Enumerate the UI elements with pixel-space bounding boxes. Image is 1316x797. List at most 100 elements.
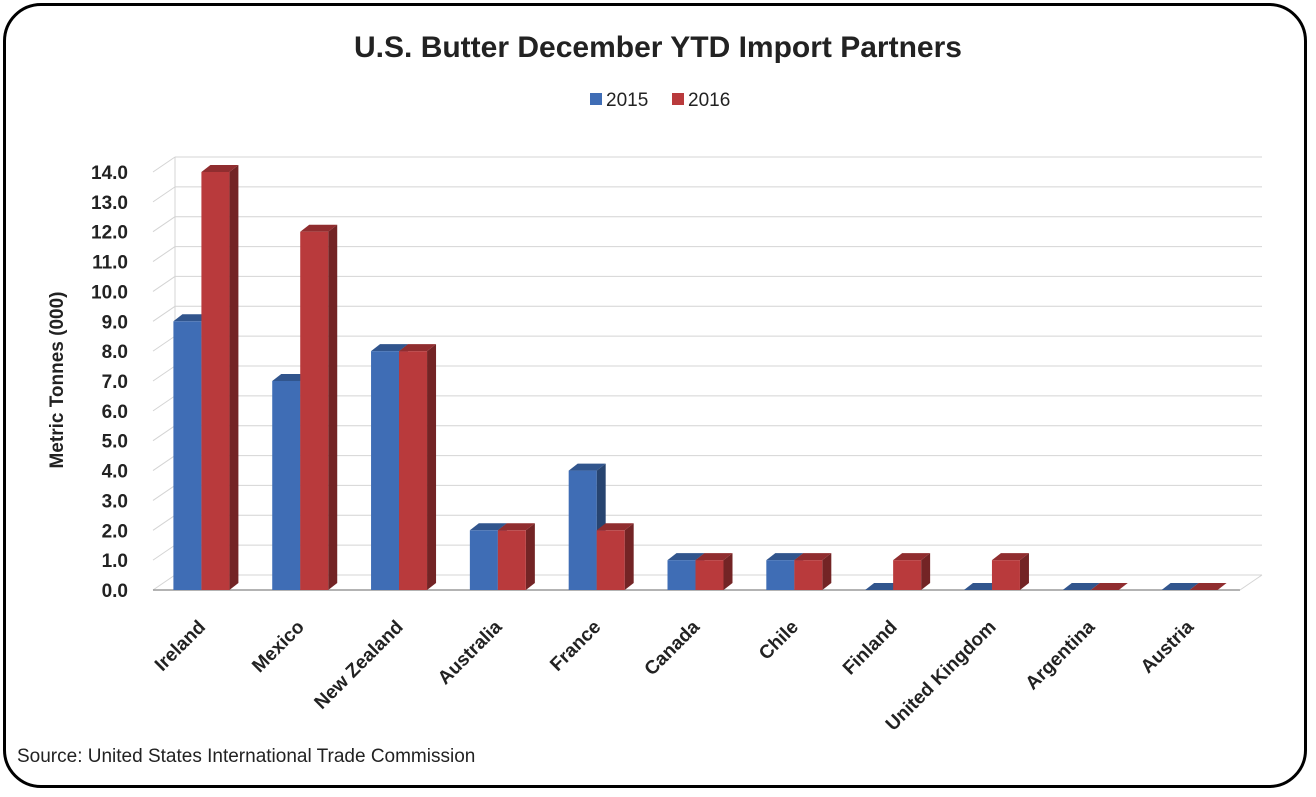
bar-top: [1189, 583, 1227, 590]
x-tick-label: Australia: [434, 616, 507, 689]
x-tick-label: United Kingdom: [882, 617, 1001, 736]
bar-side: [1019, 553, 1029, 590]
bar-side: [624, 523, 634, 590]
bar-2016-australia: [497, 523, 535, 590]
legend-label: 2016: [688, 90, 730, 111]
bar-front: [568, 470, 597, 590]
bar-2016-united-kingdom: [991, 553, 1029, 590]
bar-2016-austria: [1189, 583, 1227, 590]
bar-front: [469, 530, 498, 590]
bar-top: [766, 553, 804, 561]
bar-front: [173, 321, 202, 590]
bar-top: [371, 344, 409, 352]
y-tick-label: 9.0: [102, 312, 128, 333]
grid-diagonal: [152, 514, 176, 531]
bar-front: [596, 530, 625, 590]
bar-2016-canada: [695, 553, 733, 590]
y-tick-label: 8.0: [102, 342, 128, 363]
floor-edge: [1239, 574, 1263, 591]
bar-top: [596, 523, 634, 531]
bar-front: [497, 530, 526, 590]
bar-front: [794, 560, 823, 590]
bar-front: [991, 560, 1020, 590]
x-tick-label: Mexico: [248, 617, 308, 677]
y-axis-ticks: 0.0 1.0 2.0 3.0 4.0 5.0 6.0 7.0 8.0 9.0 10.0 11.0 12…: [91, 163, 128, 602]
grid-diagonal: [152, 276, 176, 292]
bar-top: [865, 583, 903, 590]
y-tick-label: 6.0: [102, 402, 128, 423]
bar-2016-new-zealand: [399, 344, 437, 590]
bar-top: [272, 374, 310, 381]
bar-2016-france: [596, 523, 634, 590]
bar-top: [469, 523, 507, 531]
bar-2015-argentina: [1062, 583, 1100, 590]
bar-2016-finland: [893, 553, 931, 590]
bar-2015-austria: [1161, 583, 1199, 590]
y-tick-label: 10.0: [91, 282, 128, 303]
bar-top: [201, 165, 239, 172]
bar-top: [1062, 583, 1100, 590]
bar-side: [822, 553, 832, 590]
bar-side: [229, 165, 239, 590]
bar-top: [794, 553, 832, 561]
y-tick-label: 7.0: [102, 372, 128, 393]
y-tick-label: 0.0: [102, 581, 128, 602]
bar-front: [201, 172, 230, 590]
grid-diagonal: [152, 544, 176, 561]
bar-2015-united-kingdom: [963, 583, 1001, 590]
x-tick-label: Chile: [755, 617, 803, 665]
bar-side: [921, 553, 931, 590]
bar-top: [963, 583, 1001, 590]
bar-top: [399, 344, 437, 352]
bar-top: [893, 553, 931, 561]
y-tick-label: 13.0: [91, 193, 128, 214]
bar-front: [272, 381, 301, 590]
bar-top: [1161, 583, 1199, 590]
bar-side: [723, 553, 733, 590]
bar-top: [695, 553, 733, 561]
gridlines: [152, 156, 1263, 591]
y-axis-label: Metric Tonnes (000): [47, 291, 68, 468]
legend: 2015 2016: [590, 90, 730, 111]
bar-top: [991, 553, 1029, 561]
grid-diagonal: [152, 246, 176, 262]
x-tick-label: Argentina: [1022, 616, 1100, 694]
bar-top: [568, 463, 606, 471]
x-tick-label: New Zealand: [311, 617, 408, 714]
x-tick-label: France: [546, 617, 605, 676]
grid-diagonal: [152, 455, 176, 471]
bar-top: [300, 224, 338, 232]
bar-top: [1090, 583, 1128, 590]
y-tick-label: 1.0: [102, 551, 128, 572]
x-axis-ticks: Ireland Mexico New Zealand Australia France C…: [151, 616, 1198, 735]
y-tick-label: 14.0: [91, 163, 128, 184]
bar-front: [399, 351, 428, 590]
source-note: Source: United States International Trad…: [17, 746, 475, 767]
x-tick-label: Canada: [641, 616, 705, 680]
bar-2015-france: [568, 463, 606, 590]
x-tick-label: Austria: [1137, 616, 1198, 677]
bar-front: [300, 231, 329, 590]
legend-swatch: [672, 93, 684, 105]
x-tick-label: Ireland: [151, 617, 210, 676]
grid-diagonal: [152, 305, 176, 322]
bars: [173, 165, 1227, 590]
bar-side: [427, 344, 437, 590]
grid-diagonal: [152, 395, 176, 412]
y-tick-label: 5.0: [102, 432, 128, 453]
legend-swatch: [590, 93, 602, 105]
bar-front: [766, 560, 795, 590]
grid-diagonal: [152, 216, 176, 233]
x-tick-label: Finland: [839, 617, 902, 680]
y-tick-label: 3.0: [102, 491, 128, 512]
bar-2016-argentina: [1090, 583, 1128, 590]
bar-side: [525, 523, 535, 590]
y-tick-label: 12.0: [91, 223, 128, 244]
bar-2016-chile: [794, 553, 832, 590]
y-tick-label: 4.0: [102, 462, 128, 483]
bar-top: [173, 314, 211, 322]
bar-front: [695, 560, 724, 590]
grid-diagonal: [152, 485, 176, 501]
grid-diagonal: [152, 156, 176, 173]
grid-diagonal: [152, 335, 176, 352]
